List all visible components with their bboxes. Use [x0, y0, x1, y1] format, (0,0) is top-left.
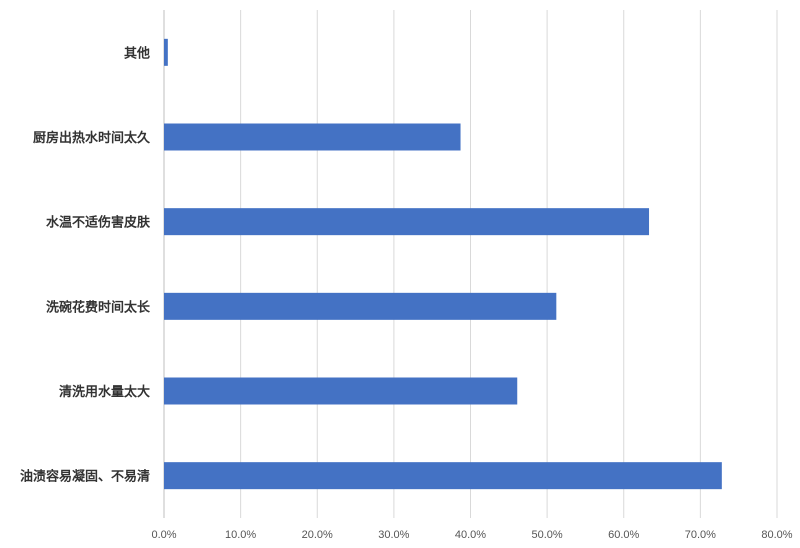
category-label: 油渍容易凝固、不易清 — [20, 469, 150, 485]
x-tick-label: 0.0% — [151, 529, 176, 541]
category-label: 洗碗花费时间太长 — [46, 299, 151, 315]
x-tick-labels: 0.0% 10.0% 20.0% 30.0% 40.0% 50.0% 60.0% 70.0% 8… — [151, 529, 792, 541]
x-tick-label: 10.0% — [225, 529, 256, 541]
bar — [164, 462, 722, 490]
category-label: 清洗用水量太大 — [59, 384, 150, 400]
category-labels: 其他厨房出热水时间太久水温不适伤害皮肤洗碗花费时间太长清洗用水量太大油渍容易凝固… — [20, 45, 151, 484]
x-tick-label: 30.0% — [378, 529, 409, 541]
bar — [164, 292, 557, 320]
x-tick-label: 40.0% — [455, 529, 486, 541]
bar — [164, 208, 650, 236]
gridlines — [163, 10, 778, 518]
category-label: 厨房出热水时间太久 — [33, 130, 151, 146]
x-tick-label: 70.0% — [685, 529, 716, 541]
x-tick-label: 60.0% — [608, 529, 639, 541]
bar — [164, 123, 461, 151]
bars — [164, 38, 722, 490]
bar — [164, 38, 168, 66]
category-label: 水温不适伤害皮肤 — [46, 215, 151, 231]
x-tick-label: 80.0% — [761, 529, 792, 541]
category-label: 其他 — [124, 45, 150, 61]
x-tick-label: 50.0% — [532, 529, 563, 541]
x-tick-label: 20.0% — [302, 529, 333, 541]
bar — [164, 377, 518, 405]
